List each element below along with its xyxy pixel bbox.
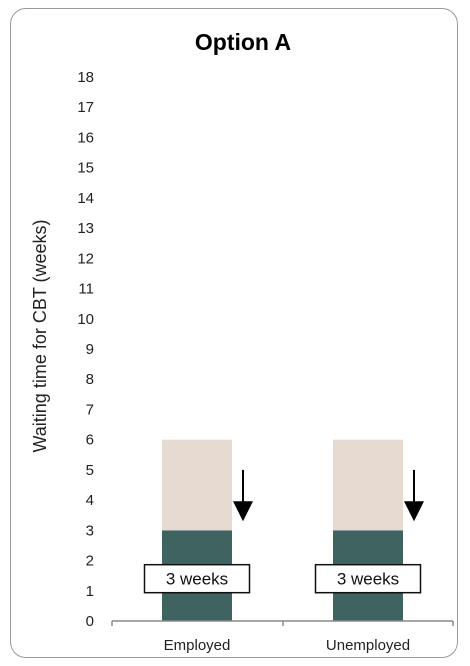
y-tick-label: 2 <box>86 553 94 570</box>
annotations: 3 weeks 3 weeks <box>143 469 424 594</box>
down-arrow-icon <box>404 501 424 522</box>
y-tick-label: 8 <box>86 371 94 388</box>
y-tick-label: 1 <box>86 583 94 600</box>
y-tick-label: 3 <box>86 522 94 539</box>
y-tick-label: 9 <box>86 341 94 358</box>
y-tick-label: 14 <box>77 190 94 207</box>
weeks-label: 3 weeks <box>166 570 228 589</box>
x-tick-label: Unemployed <box>326 637 410 654</box>
bars <box>162 439 403 621</box>
y-tick-label: 16 <box>77 129 94 146</box>
chart-title: Option A <box>195 29 291 55</box>
y-tick-label: 17 <box>77 99 94 116</box>
bar-employed-segment-2 <box>162 439 232 531</box>
y-tick-label: 18 <box>77 69 94 86</box>
y-tick-label: 6 <box>86 432 94 449</box>
y-tick-label: 0 <box>86 613 94 630</box>
x-tick-label: Employed <box>164 637 231 654</box>
y-tick-label: 11 <box>78 281 94 298</box>
x-axis: Employed Unemployed <box>111 620 454 654</box>
y-tick-label: 7 <box>86 401 94 418</box>
y-tick-label: 12 <box>77 250 94 267</box>
y-tick-label: 4 <box>86 492 94 509</box>
weeks-label-box <box>143 563 251 594</box>
y-tick-label: 13 <box>77 220 94 237</box>
down-arrow-icon <box>233 501 253 522</box>
bar-unemployed-segment-2 <box>333 439 403 531</box>
weeks-label-box <box>314 563 422 594</box>
y-tick-label: 10 <box>77 311 94 328</box>
y-tick-label: 15 <box>77 160 94 177</box>
y-tick-label: 5 <box>86 462 94 479</box>
weeks-label: 3 weeks <box>337 570 399 589</box>
y-axis-label: Waiting time for CBT (weeks) <box>30 219 50 452</box>
